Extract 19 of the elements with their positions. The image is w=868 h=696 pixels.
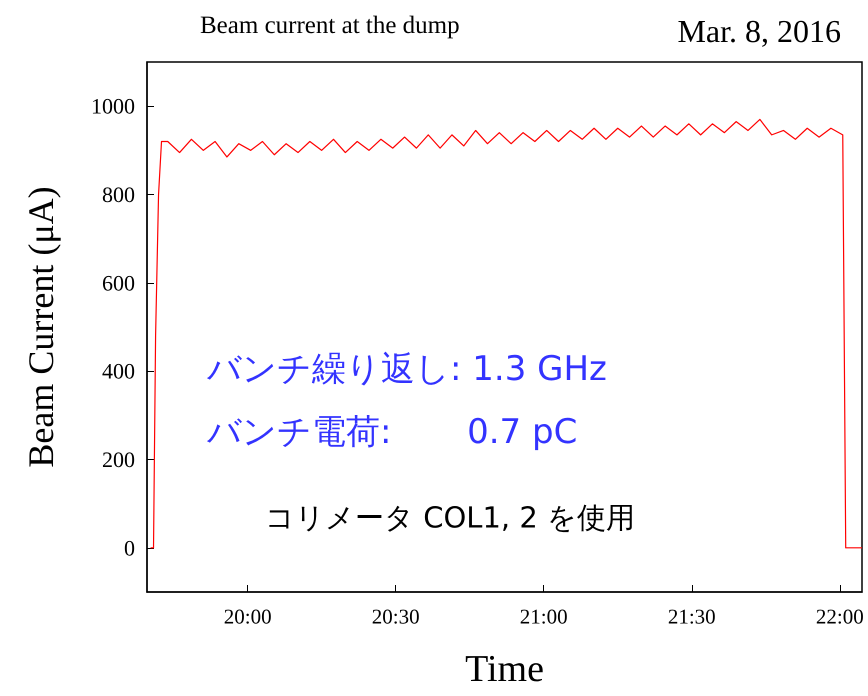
x-tick-label: 22:00 bbox=[816, 604, 864, 628]
chart-title: Beam current at the dump bbox=[200, 12, 460, 39]
y-tick-label: 200 bbox=[102, 447, 135, 472]
y-tick-label: 600 bbox=[102, 270, 135, 296]
chart-subtitle: Mar. 8, 2016 bbox=[677, 13, 841, 49]
annotation: バンチ電荷: 0.7 pC bbox=[206, 412, 578, 452]
y-tick-label: 400 bbox=[102, 358, 135, 384]
line-series bbox=[150, 118, 863, 548]
x-tick-label: 21:00 bbox=[520, 604, 568, 628]
x-tick-label: 20:30 bbox=[372, 604, 420, 628]
x-tick-label: 20:00 bbox=[224, 604, 272, 628]
y-tick-label: 0 bbox=[124, 535, 135, 560]
y-tick-label: 800 bbox=[102, 182, 135, 207]
annotation: バンチ繰り返し: 1.3 GHz bbox=[206, 349, 607, 389]
x-tick-label: 21:30 bbox=[668, 604, 716, 628]
y-axis-title: Beam Current (μA) bbox=[21, 186, 61, 468]
annotation: コリメータ COL1, 2 を使用 bbox=[265, 500, 636, 534]
x-axis-title: Time bbox=[465, 648, 544, 690]
y-tick-label: 1000 bbox=[91, 94, 135, 119]
